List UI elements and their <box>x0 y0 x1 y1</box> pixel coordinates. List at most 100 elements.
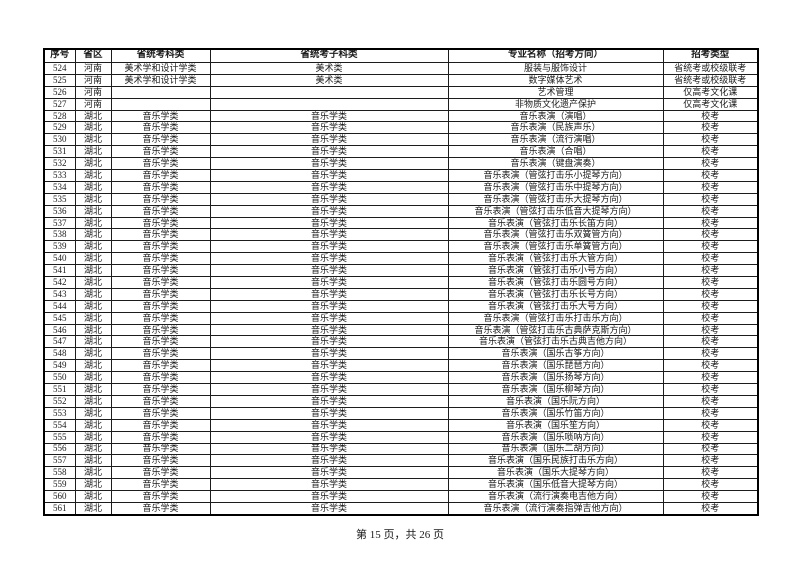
cell-province: 湖北 <box>74 133 112 147</box>
cell-province: 河南 <box>74 62 112 75</box>
cell-index: 557 <box>43 454 76 468</box>
cell-exam-subcategory: 音乐学类 <box>209 287 449 301</box>
cell-exam-type: 省统考或校级联考 <box>662 62 759 75</box>
cell-exam-type: 校考 <box>662 394 759 408</box>
cell-province: 湖北 <box>74 204 112 218</box>
cell-exam-subcategory: 音乐学类 <box>209 121 449 135</box>
cell-exam-category: 美术学和设计学类 <box>110 73 211 87</box>
cell-exam-subcategory: 音乐学类 <box>209 311 449 325</box>
cell-exam-subcategory: 音乐学类 <box>209 169 449 182</box>
cell-exam-type: 校考 <box>662 276 759 289</box>
cell-exam-category: 音乐学类 <box>110 323 211 337</box>
cell-province: 湖北 <box>74 145 112 159</box>
cell-index: 558 <box>43 466 76 480</box>
cell-exam-subcategory: 音乐学类 <box>209 299 449 313</box>
cell-province: 湖北 <box>74 501 112 516</box>
cell-exam-type: 校考 <box>662 109 759 123</box>
cell-index: 525 <box>43 73 76 87</box>
cell-exam-type: 校考 <box>662 335 759 349</box>
cell-index: 531 <box>43 145 76 159</box>
cell-exam-category: 音乐学类 <box>110 145 211 159</box>
cell-province: 湖北 <box>74 347 112 361</box>
cell-exam-subcategory: 音乐学类 <box>209 192 449 206</box>
cell-major-name: 音乐表演（管弦打击乐圆号方向） <box>447 276 664 289</box>
cell-exam-subcategory: 美术类 <box>209 62 449 75</box>
cell-major-name: 音乐表演（国乐唢呐方向） <box>447 430 664 444</box>
cell-major-name: 音乐表演（管弦打击乐中提琴方向） <box>447 180 664 194</box>
cell-province: 湖北 <box>74 371 112 385</box>
cell-exam-type: 校考 <box>662 204 759 218</box>
cell-major-name: 音乐表演（管弦打击乐长号方向） <box>447 287 664 301</box>
cell-index: 550 <box>43 371 76 385</box>
cell-major-name: 音乐表演（管弦打击乐小提琴方向） <box>447 169 664 182</box>
cell-province: 河南 <box>74 85 112 99</box>
cell-exam-category: 音乐学类 <box>110 371 211 385</box>
cell-major-name: 数字媒体艺术 <box>447 73 664 87</box>
table-row: 561 湖北 音乐学类 音乐学类 音乐表演（流行演奏指弹吉他方向） 校考 <box>43 501 759 516</box>
cell-province: 湖北 <box>74 169 112 182</box>
cell-index: 543 <box>43 287 76 301</box>
table-row: 551 湖北 音乐学类 音乐学类 音乐表演（国乐柳琴方向） 校考 <box>43 383 759 396</box>
cell-province: 湖北 <box>74 335 112 349</box>
cell-exam-subcategory: 音乐学类 <box>209 157 449 171</box>
cell-province: 湖北 <box>74 406 112 420</box>
cell-exam-category: 音乐学类 <box>110 299 211 313</box>
cell-index: 548 <box>43 347 76 361</box>
cell-province: 湖北 <box>74 287 112 301</box>
cell-exam-category: 音乐学类 <box>110 264 211 278</box>
cell-exam-subcategory: 音乐学类 <box>209 371 449 385</box>
cell-exam-subcategory: 音乐学类 <box>209 145 449 159</box>
cell-exam-type: 校考 <box>662 418 759 432</box>
cell-exam-subcategory: 音乐学类 <box>209 228 449 242</box>
table-row: 542 湖北 音乐学类 音乐学类 音乐表演（管弦打击乐圆号方向） 校考 <box>43 276 759 289</box>
cell-exam-category: 音乐学类 <box>110 347 211 361</box>
cell-exam-type: 校考 <box>662 466 759 480</box>
cell-index: 544 <box>43 299 76 313</box>
cell-exam-type: 校考 <box>662 169 759 182</box>
cell-province: 湖北 <box>74 490 112 503</box>
cell-exam-category: 音乐学类 <box>110 359 211 373</box>
cell-major-name: 音乐表演（管弦打击乐长笛方向） <box>447 216 664 230</box>
cell-major-name: 音乐表演（民族声乐） <box>447 121 664 135</box>
cell-index: 553 <box>43 406 76 420</box>
cell-province: 湖北 <box>74 394 112 408</box>
cell-province: 湖北 <box>74 109 112 123</box>
col-header-index: 序号 <box>43 48 76 63</box>
cell-major-name: 音乐表演（流行演奏指弹吉他方向） <box>447 501 664 516</box>
cell-exam-category: 音乐学类 <box>110 109 211 123</box>
cell-province: 河南 <box>74 73 112 87</box>
cell-major-name: 音乐表演（管弦打击乐古典萨克斯方向） <box>447 323 664 337</box>
cell-exam-subcategory: 音乐学类 <box>209 430 449 444</box>
cell-index: 540 <box>43 252 76 266</box>
col-header-exam-subcategory: 省统考子科类 <box>209 48 449 63</box>
cell-major-name: 音乐表演（国乐琵琶方向） <box>447 359 664 373</box>
cell-index: 546 <box>43 323 76 337</box>
cell-exam-type: 校考 <box>662 145 759 159</box>
cell-major-name: 音乐表演（管弦打击乐小号方向） <box>447 264 664 278</box>
cell-index: 532 <box>43 157 76 171</box>
cell-exam-category: 音乐学类 <box>110 442 211 456</box>
cell-exam-type: 校考 <box>662 157 759 171</box>
cell-exam-subcategory: 音乐学类 <box>209 501 449 516</box>
cell-index: 535 <box>43 192 76 206</box>
table-row: 524 河南 美术学和设计学类 美术类 服装与服饰设计 省统考或校级联考 <box>43 62 759 75</box>
cell-major-name: 音乐表演（演唱） <box>447 109 664 123</box>
cell-major-name: 艺术管理 <box>447 85 664 99</box>
table-body: 524 河南 美术学和设计学类 美术类 服装与服饰设计 省统考或校级联考 525 河南 美术学和… <box>43 62 759 516</box>
cell-exam-subcategory: 音乐学类 <box>209 276 449 289</box>
cell-major-name: 音乐表演（管弦打击乐大提琴方向） <box>447 192 664 206</box>
col-header-exam-type: 招考类型 <box>662 48 759 63</box>
cell-province: 湖北 <box>74 418 112 432</box>
cell-exam-subcategory: 音乐学类 <box>209 240 449 254</box>
table-row: 556 湖北 音乐学类 音乐学类 音乐表演（国乐二胡方向） 校考 <box>43 442 759 456</box>
cell-index: 529 <box>43 121 76 135</box>
table-row: 554 湖北 音乐学类 音乐学类 音乐表演（国乐笙方向） 校考 <box>43 418 759 432</box>
cell-major-name: 音乐表演（流行演奏电吉他方向） <box>447 490 664 503</box>
table-header-row: 序号 省区 省统考科类 省统考子科类 专业名称（招考方向） 招考类型 <box>43 48 759 63</box>
cell-exam-subcategory: 音乐学类 <box>209 252 449 266</box>
table-row: 529 湖北 音乐学类 音乐学类 音乐表演（民族声乐） 校考 <box>43 121 759 135</box>
table-row: 539 湖北 音乐学类 音乐学类 音乐表演（管弦打击乐单簧管方向） 校考 <box>43 240 759 254</box>
table-row: 534 湖北 音乐学类 音乐学类 音乐表演（管弦打击乐中提琴方向） 校考 <box>43 180 759 194</box>
cell-exam-subcategory: 音乐学类 <box>209 180 449 194</box>
table-row: 540 湖北 音乐学类 音乐学类 音乐表演（管弦打击乐大管方向） 校考 <box>43 252 759 266</box>
